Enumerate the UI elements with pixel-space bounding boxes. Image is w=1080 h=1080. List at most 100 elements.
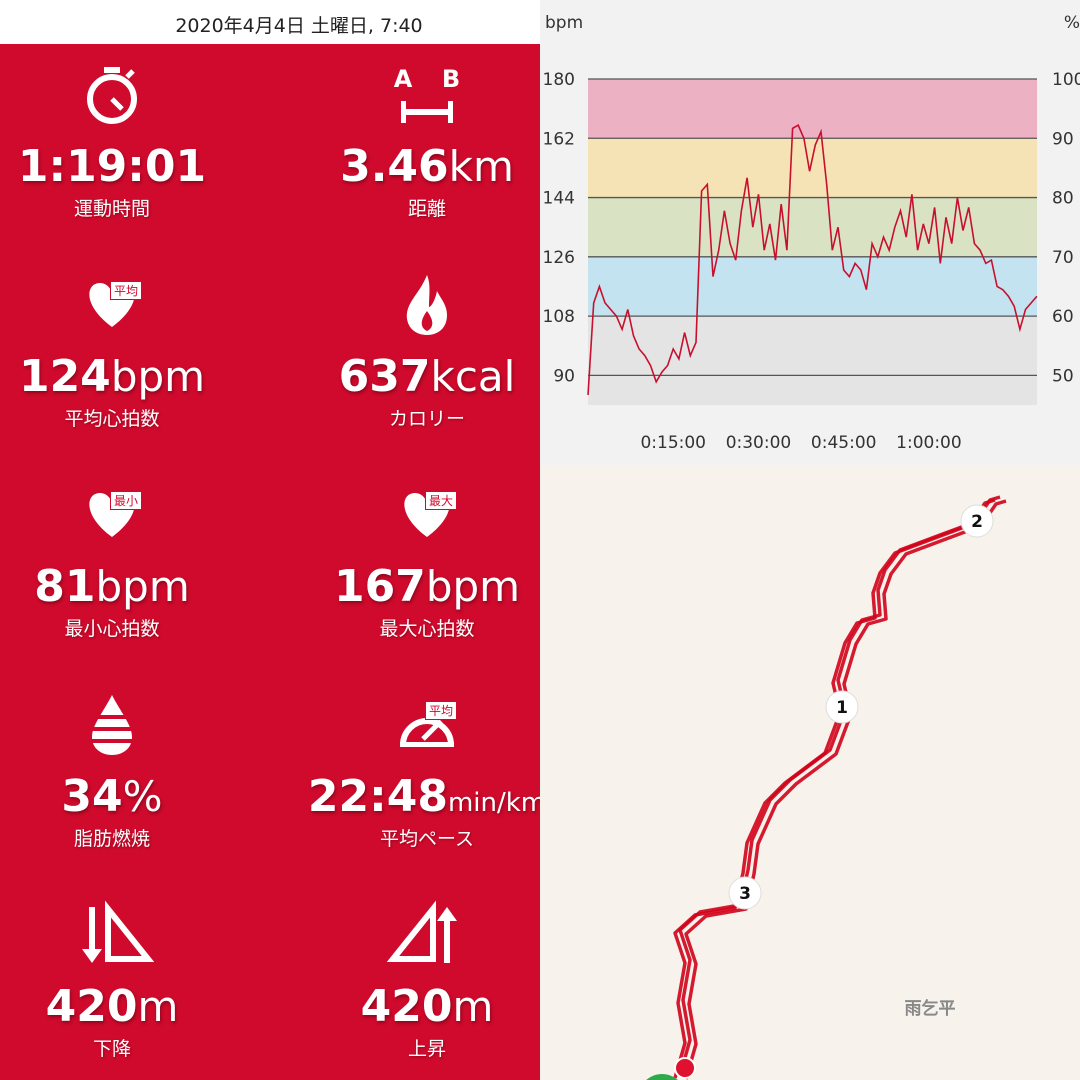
stat-value: 81 (34, 561, 96, 612)
stat-value-line: 420m (0, 981, 262, 1032)
stat-unit: % (122, 772, 163, 821)
stat-badge: 平均 (110, 281, 143, 300)
stat-unit: m (137, 982, 179, 1031)
stat-unit: bpm (95, 562, 190, 611)
stat-value-line: 637kcal (277, 351, 540, 402)
stat-cell: 3.46km 距離 (277, 141, 540, 221)
stat-value-line: 1:19:01 (0, 141, 262, 192)
stat-label: 最大心拍数 (379, 618, 475, 640)
stat-icon (406, 275, 447, 335)
stat-cell: 167bpm 最大心拍数 (277, 561, 540, 641)
stat-cell: 637kcal カロリー (277, 351, 540, 431)
stat-value-line: 22:48min/km (277, 771, 540, 822)
stat-label: 距離 (407, 198, 446, 220)
lap-marker (960, 504, 994, 538)
stat-label: 平均心拍数 (64, 408, 160, 430)
stat-value: 637 (338, 351, 431, 402)
stat-icon (87, 67, 137, 124)
stat-label: 下降 (92, 1038, 131, 1060)
stat-unit: bpm (110, 352, 206, 401)
hr-zone (588, 138, 1037, 198)
stat-label: 上昇 (407, 1038, 446, 1060)
stat-cell: 34% 脂肪燃焼 (0, 771, 262, 851)
stat-icon (82, 900, 155, 963)
stat-value: 420 (360, 981, 453, 1032)
stat-unit: m (452, 982, 494, 1031)
y-tick-label: 108 (543, 307, 575, 327)
route (673, 498, 996, 1079)
stat-value-line: 81bpm (0, 561, 262, 612)
stat-unit: kcal (430, 352, 516, 401)
stat-badge: 最小 (110, 491, 143, 510)
y-tick-label: 126 (543, 248, 575, 268)
lap-marker (728, 876, 762, 910)
y2-tick-label: 100 (1052, 70, 1080, 90)
stat-value: 22:48 (307, 771, 448, 822)
hr-line (587, 123, 1038, 396)
x-tick-label: 1:00:00 (896, 433, 962, 453)
stat-value: 420 (45, 981, 138, 1032)
stat-value-line: 3.46km (277, 141, 540, 192)
y2-tick-label: 70 (1052, 248, 1074, 268)
y-axis-label: bpm (545, 13, 583, 33)
stat-cell: 420m 下降 (0, 981, 262, 1061)
stat-label: カロリー (388, 408, 465, 430)
icon-letter: B (442, 65, 460, 93)
heart-rate-chart: bpm % 90 108 126 144 162 180 50 60 70 80 90 100 0:15:0… (540, 0, 1080, 465)
stat-unit: km (448, 142, 514, 191)
route (684, 499, 1007, 1080)
hr-zone (588, 316, 1037, 405)
stat-badge: 平均 (425, 701, 458, 720)
x-tick-label: 0:15:00 (640, 433, 706, 453)
stat-label: 平均ペース (379, 828, 475, 850)
lap-number: 2 (971, 512, 983, 532)
stat-value-line: 420m (277, 981, 540, 1032)
stat-icon (90, 695, 134, 755)
stat-unit: min/km (447, 788, 540, 818)
y-tick-label: 90 (553, 366, 575, 386)
stat-value-line: 124bpm (0, 351, 262, 402)
stat-badge: 最大 (425, 491, 458, 510)
stat-value: 3.46 (340, 141, 449, 192)
y2-tick-label: 60 (1052, 307, 1074, 327)
y2-tick-label: 50 (1052, 366, 1074, 386)
icon-letter: A (394, 65, 413, 93)
y-tick-label: 162 (543, 129, 575, 149)
y2-axis-label: % (1064, 13, 1080, 33)
stat-unit: bpm (425, 562, 521, 611)
stat-cell: 22:48min/km 平均ペース (277, 771, 540, 851)
y2-tick-label: 80 (1052, 189, 1074, 209)
stat-icon (400, 718, 454, 747)
stat-label: 最小心拍数 (64, 618, 160, 640)
stat-value: 1:19:01 (17, 141, 207, 192)
date-header: 2020年4月4日 土曜日, 7:40 (0, 0, 540, 44)
stat-value-line: 34% (0, 771, 262, 822)
y-tick-label: 180 (543, 70, 575, 90)
x-tick-label: 0:30:00 (726, 433, 792, 453)
stat-cell: 81bpm 最小心拍数 (0, 561, 262, 641)
place-name: 雨乞平 (905, 998, 956, 1019)
stat-cell: 124bpm 平均心拍数 (0, 351, 262, 431)
hr-zone (588, 256, 1037, 317)
end-marker (674, 1057, 696, 1079)
lap-number: 3 (739, 884, 751, 904)
lap-number: 1 (836, 698, 848, 718)
y-tick-label: 144 (543, 189, 575, 209)
stat-value: 124 (18, 351, 111, 402)
stat-value: 167 (333, 561, 426, 612)
hr-zone (588, 79, 1037, 139)
y2-tick-label: 90 (1052, 129, 1074, 149)
start-marker (646, 1074, 678, 1080)
stat-icon (386, 900, 457, 963)
stat-cell: 1:19:01 運動時間 (0, 141, 262, 221)
stat-label: 運動時間 (73, 198, 150, 220)
lap-marker (825, 690, 859, 724)
stat-label: 脂肪燃焼 (73, 828, 150, 850)
stat-cell: 420m 上昇 (277, 981, 540, 1061)
hr-zone (588, 197, 1037, 257)
x-tick-label: 0:45:00 (811, 433, 877, 453)
stats-panel: 1:19:01 運動時間 A B 3.46km 距離 平均 124bpm 平均心拍数 637kca… (0, 44, 540, 1080)
stat-value: 34 (61, 771, 123, 822)
